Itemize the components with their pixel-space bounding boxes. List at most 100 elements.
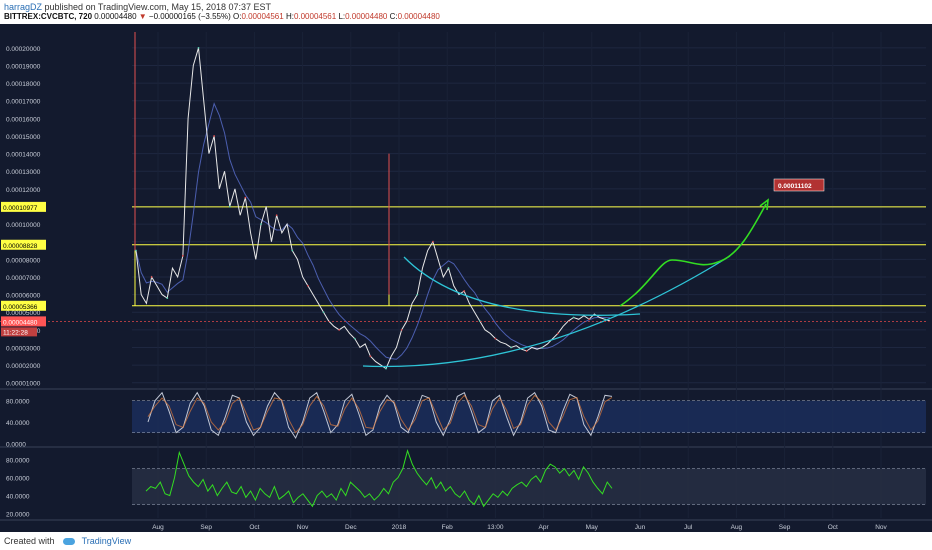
price-candle bbox=[197, 46, 200, 49]
low-label: L: bbox=[338, 12, 346, 21]
y-tick-label: 0.00016000 bbox=[6, 116, 41, 123]
x-tick-label: Nov bbox=[875, 524, 887, 531]
stochastic-band bbox=[132, 400, 926, 433]
price-candle bbox=[306, 284, 309, 287]
price-candle bbox=[463, 290, 466, 292]
price-candle bbox=[353, 337, 356, 340]
symbol-label: BITTREX:CVCBTC, 720 bbox=[4, 12, 93, 21]
price-candle bbox=[416, 293, 419, 296]
price-candle bbox=[166, 297, 169, 300]
down-arrow-icon: ▼ bbox=[138, 12, 147, 21]
price-candle bbox=[244, 196, 247, 199]
chart-background bbox=[0, 24, 932, 532]
x-tick-label: 13:00 bbox=[487, 524, 504, 531]
price-candle bbox=[385, 367, 387, 370]
y-tick-label: 0.00008000 bbox=[6, 257, 41, 264]
current-price-box bbox=[1, 316, 46, 327]
rsi-tick-label: 80.0000 bbox=[6, 458, 30, 465]
y-tick-label: 0.00017000 bbox=[6, 99, 41, 106]
x-tick-label: May bbox=[586, 524, 599, 531]
x-tick-label: Oct bbox=[249, 524, 259, 531]
price-candle bbox=[572, 316, 575, 319]
change-value: −0.00000165 (−3.55%) bbox=[148, 12, 231, 21]
x-tick-label: Sep bbox=[779, 524, 791, 531]
symbol-line: BITTREX:CVCBTC, 720 0.00004480 ▼ −0.0000… bbox=[4, 12, 440, 21]
resistance-arc bbox=[403, 256, 641, 316]
rsi-tick-label: 40.0000 bbox=[6, 494, 30, 501]
y-tick-label: 0.00002000 bbox=[6, 363, 41, 370]
stochastic-tick-label: 0.0000 bbox=[6, 441, 26, 448]
price-candle bbox=[213, 135, 216, 137]
price-candle bbox=[150, 276, 153, 278]
x-tick-label: Oct bbox=[828, 524, 838, 531]
x-tick-label: Sep bbox=[200, 524, 212, 531]
x-tick-label: Aug bbox=[152, 524, 164, 531]
y-tick-label: 0.00005000 bbox=[6, 310, 41, 317]
y-tick-label: 0.00018000 bbox=[6, 81, 41, 88]
level-label: 0.00010977 bbox=[3, 205, 38, 212]
price-candle bbox=[588, 318, 591, 321]
price-candle bbox=[291, 249, 294, 252]
price-candle bbox=[181, 254, 184, 257]
level-label-box bbox=[1, 239, 46, 250]
x-tick-label: Aug bbox=[731, 524, 743, 531]
rsi-line bbox=[145, 448, 613, 508]
stochastic-line bbox=[147, 391, 613, 440]
price-candle bbox=[338, 328, 341, 331]
price-candle bbox=[400, 328, 403, 331]
x-tick-label: 2018 bbox=[392, 524, 407, 531]
stochastic-line bbox=[147, 394, 613, 434]
price-candle bbox=[510, 346, 512, 349]
first-value: 0.00004480 bbox=[94, 12, 137, 21]
x-tick-label: Jun bbox=[635, 524, 646, 531]
high-value: 0.00004561 bbox=[293, 12, 337, 21]
rsi-tick-label: 20.0000 bbox=[6, 512, 30, 519]
x-tick-label: Nov bbox=[297, 524, 309, 531]
price-candle bbox=[447, 267, 450, 270]
author-link[interactable]: harragDZ bbox=[4, 2, 43, 12]
price-candle bbox=[494, 337, 497, 340]
y-tick-label: 0.00020000 bbox=[6, 46, 41, 53]
price-candle bbox=[260, 223, 262, 225]
level-label-box bbox=[1, 201, 46, 212]
moving-average-line bbox=[135, 102, 611, 360]
y-tick-label: 0.00012000 bbox=[6, 187, 41, 194]
current-price-label: 0.00004480 bbox=[3, 319, 38, 326]
price-candle bbox=[369, 355, 372, 358]
open-value: 0.00004561 bbox=[241, 12, 284, 21]
projection-path bbox=[619, 203, 767, 307]
countdown-label: 11:22:28 bbox=[3, 329, 28, 336]
tradingview-brand[interactable]: TradingView bbox=[81, 536, 132, 546]
price-candle bbox=[432, 240, 434, 243]
price-candle bbox=[603, 318, 606, 321]
y-tick-label: 0.00015000 bbox=[6, 134, 41, 141]
countdown-box bbox=[1, 327, 37, 337]
price-candle bbox=[525, 350, 528, 352]
high-label: H: bbox=[285, 12, 294, 21]
close-label: C: bbox=[389, 12, 398, 21]
price-candle bbox=[135, 249, 137, 252]
footer: Created with TradingView bbox=[4, 536, 131, 546]
x-tick-label: Dec bbox=[345, 524, 357, 531]
y-tick-label: 0.00003000 bbox=[6, 345, 41, 352]
target-label: 0.00011102 bbox=[778, 183, 812, 190]
y-tick-label: 0.00014000 bbox=[6, 152, 41, 159]
y-tick-label: 0.00013000 bbox=[6, 169, 41, 176]
x-tick-label: Apr bbox=[539, 524, 550, 531]
price-candle bbox=[275, 214, 278, 217]
y-tick-label: 0.00010000 bbox=[6, 222, 41, 229]
rsi-band bbox=[132, 468, 926, 505]
y-tick-label: 0.00007000 bbox=[6, 275, 41, 282]
x-tick-label: Feb bbox=[442, 524, 454, 531]
low-value: 0.00004480 bbox=[345, 12, 388, 21]
tradingview-chart[interactable]: 0.00020000 0.00019000 0.00018000 0.00017000… bbox=[0, 24, 932, 532]
stochastic-tick-label: 40.0000 bbox=[6, 420, 30, 427]
price-series-line bbox=[135, 47, 611, 370]
created-with-text: Created with bbox=[4, 536, 55, 546]
open-label: O: bbox=[232, 12, 242, 21]
publish-line: harragDZ published on TradingView.com, M… bbox=[4, 2, 271, 12]
price-candle bbox=[541, 346, 544, 349]
x-tick-label: Jul bbox=[684, 524, 693, 531]
price-candle bbox=[322, 311, 325, 314]
price-candle bbox=[228, 205, 231, 208]
